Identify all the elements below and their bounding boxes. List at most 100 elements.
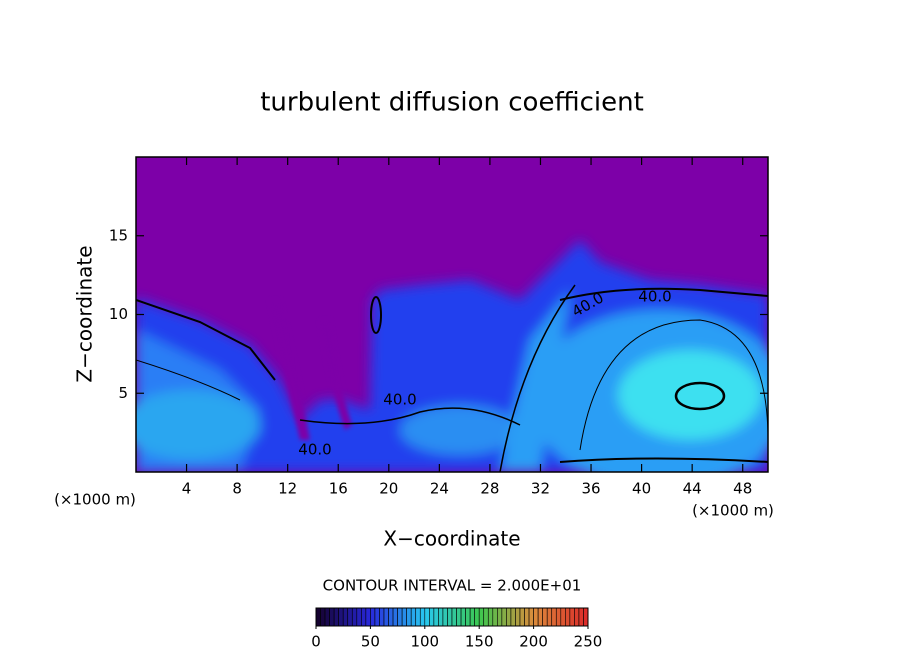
colorbar-cell: [429, 607, 435, 627]
colorbar-cell: [406, 607, 412, 627]
contour-line: [299, 407, 521, 426]
colorbar-cell: [519, 607, 525, 627]
colorbar-cell: [510, 607, 516, 627]
colorbar-cell: [456, 607, 462, 627]
field-fingers: [270, 300, 352, 440]
colorbar-cell: [551, 607, 557, 627]
colorbar-cell: [356, 607, 362, 627]
colorbar-cell: [351, 607, 358, 627]
contour-line: [136, 299, 276, 381]
colorbar-cell: [565, 607, 571, 627]
colorbar-frame: [315, 607, 589, 627]
colorbar-cell: [383, 607, 389, 627]
chart-title: turbulent diffusion coefficient: [260, 88, 644, 118]
colorbar-cell: [515, 607, 521, 627]
colorbar-cell: [410, 607, 417, 627]
colorbar-cell: [329, 607, 335, 627]
x-tick-label: 28: [480, 480, 499, 498]
colorbar-cell: [342, 607, 349, 627]
colorbar-cell: [533, 607, 539, 627]
x-axis-label: X−coordinate: [383, 527, 520, 551]
field-region: [500, 290, 570, 472]
colorbar-cell: [433, 607, 439, 627]
colorbar-cell: [524, 607, 530, 627]
field-region: [136, 390, 260, 460]
colorbar-cell: [320, 607, 326, 627]
colorbar-cell: [388, 607, 394, 627]
x-unit: (×1000 m): [692, 502, 774, 520]
colorbar-cell: [370, 607, 376, 627]
colorbar-cell: [542, 607, 548, 627]
colorbar-cell: [447, 607, 453, 627]
x-tick-label: 4: [182, 480, 192, 498]
colorbar-cell: [569, 607, 575, 627]
x-tick-label: 40: [632, 480, 651, 498]
x-tick-label: 36: [581, 480, 600, 498]
field: 40.0 40.0 40.0 40.0: [136, 157, 768, 472]
colorbar-cell: [361, 607, 367, 627]
field-region: [618, 350, 762, 440]
colorbar-cell: [347, 607, 353, 627]
colorbar-tick-label: 250: [574, 633, 603, 651]
colorbar-cell: [483, 607, 489, 627]
field-region: [400, 405, 520, 455]
colorbar-cell: [583, 607, 589, 627]
colorbar-cell: [424, 607, 430, 627]
colorbar-cell: [442, 607, 448, 627]
colorbar-cell: [574, 607, 580, 627]
colorbar-cell: [379, 607, 385, 627]
y-tick-label: 15: [109, 226, 128, 244]
contour-line: [579, 319, 768, 451]
y-tick-label: 10: [109, 305, 128, 323]
x-tick-label: 20: [379, 480, 398, 498]
colorbar-cell: [397, 607, 403, 627]
contour-line: [559, 457, 768, 463]
y-unit: (×1000 m): [54, 491, 136, 509]
colorbar-cell: [506, 607, 512, 627]
contour-lines: [136, 284, 768, 472]
contour-line: [674, 381, 726, 411]
colorbar-tick-label: 100: [410, 633, 439, 651]
x-tick-label: 48: [733, 480, 752, 498]
colorbar-cell: [465, 607, 471, 627]
colorbar-cell: [392, 607, 398, 627]
colorbar-cell: [469, 607, 475, 627]
contour-line: [136, 359, 241, 401]
contour-line: [370, 296, 382, 334]
colorbar-cell: [497, 607, 503, 627]
field-region: [270, 300, 310, 440]
colorbar-cell: [338, 607, 344, 627]
colorbar-cell: [401, 607, 407, 627]
colorbar-cell: [501, 607, 507, 627]
colorbar-cell: [537, 607, 543, 627]
x-tick-label: 12: [278, 480, 297, 498]
colorbar-tick-label: 150: [465, 633, 494, 651]
colorbar-cell: [474, 607, 480, 627]
x-tick-label: 24: [430, 480, 449, 498]
field-region: [320, 320, 352, 430]
colorbar-cell: [438, 607, 444, 627]
colorbar-cell: [578, 607, 584, 627]
colorbar: 0 50 100 150 200 250: [311, 607, 603, 651]
colorbar-cell: [546, 607, 553, 627]
colorbar-cell: [555, 607, 562, 627]
colorbar-cell: [492, 607, 498, 627]
contour-label: 40.0: [638, 288, 671, 306]
x-tick-label: 44: [683, 480, 702, 498]
colorbar-tick-label: 0: [311, 633, 321, 651]
contour-interval: CONTOUR INTERVAL = 2.000E+01: [323, 577, 582, 595]
colorbar-tick-label: 50: [361, 633, 380, 651]
colorbar-cell: [333, 607, 339, 627]
colorbar-cell: [365, 607, 371, 627]
colorbar-cell: [560, 607, 566, 627]
colorbar-cell: [487, 607, 494, 627]
contour-line: [559, 287, 768, 301]
colorbar-cell: [528, 607, 534, 627]
colorbar-cell: [374, 607, 380, 627]
x-tick-label: 8: [232, 480, 242, 498]
colorbar-tick-label: 200: [519, 633, 548, 651]
contour-label: 40.0: [298, 441, 331, 459]
x-tick-label: 16: [329, 480, 348, 498]
